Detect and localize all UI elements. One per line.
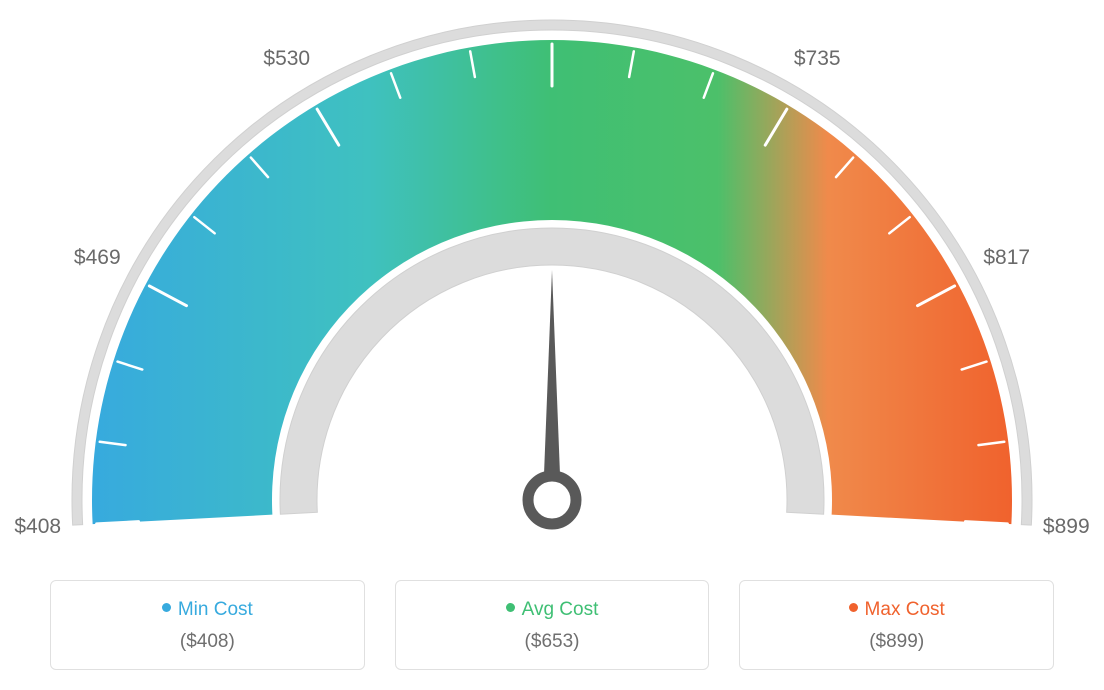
legend-label-min-text: Min Cost [178,599,253,620]
gauge-tick-label: $530 [263,47,310,71]
legend-card-min: Min Cost ($408) [50,580,365,670]
legend-label-max: Max Cost [750,599,1043,621]
legend-card-max: Max Cost ($899) [739,580,1054,670]
legend-value-avg: ($653) [406,631,699,653]
legend-dot-min [162,603,171,612]
legend-value-min: ($408) [61,631,354,653]
legend-dot-avg [506,603,515,612]
gauge-chart [0,0,1104,560]
legend-label-avg-text: Avg Cost [522,599,599,620]
gauge-tick-label: $817 [983,246,1030,270]
legend-row: Min Cost ($408) Avg Cost ($653) Max Cost… [50,580,1054,670]
legend-label-min: Min Cost [61,599,354,621]
gauge-tick-label: $469 [74,246,121,270]
legend-label-max-text: Max Cost [865,599,945,620]
gauge-area: $408$469$530$653$735$817$899 [0,0,1104,560]
gauge-tick-label: $408 [14,515,61,539]
legend-value-max: ($899) [750,631,1043,653]
gauge-tick-label: $899 [1043,515,1090,539]
gauge-tick-label: $735 [794,47,841,71]
legend-label-avg: Avg Cost [406,599,699,621]
legend-dot-max [849,603,858,612]
legend-card-avg: Avg Cost ($653) [395,580,710,670]
cost-gauge-container: $408$469$530$653$735$817$899 Min Cost ($… [0,0,1104,690]
